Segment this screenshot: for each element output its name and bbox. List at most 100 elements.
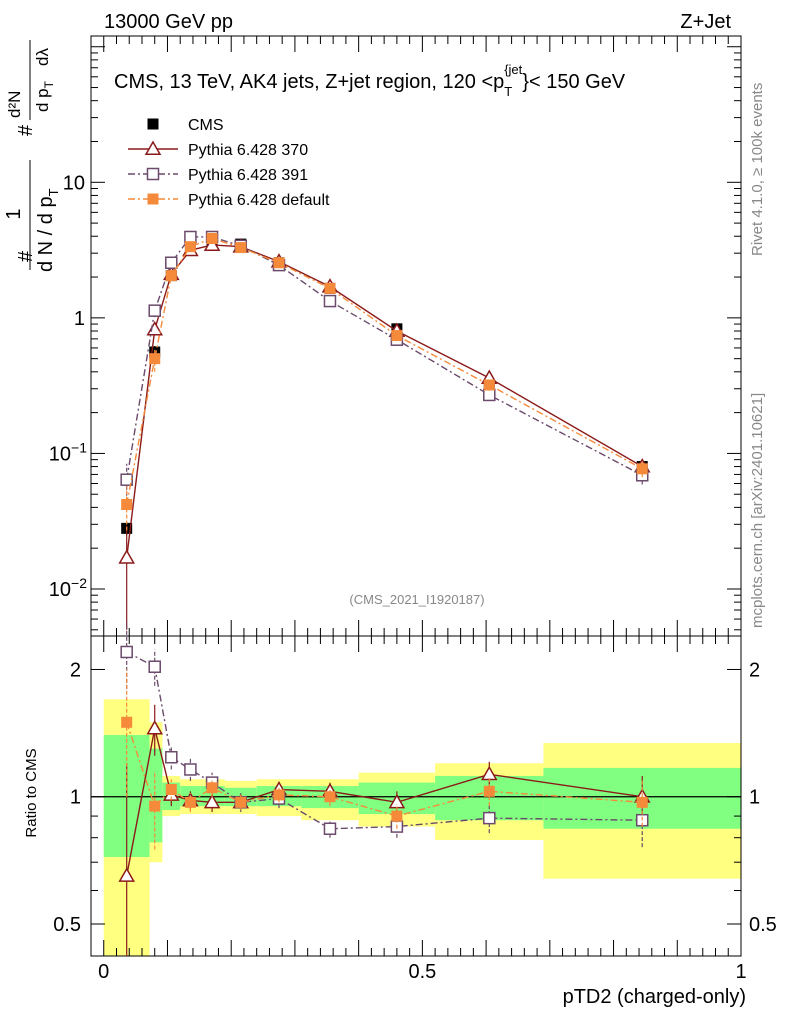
point-pdef: [483, 785, 495, 797]
legend-label-p370: Pythia 6.428 370: [188, 142, 308, 159]
ylabel-one: 1: [3, 208, 25, 219]
xtick-label: 1: [735, 961, 746, 983]
point-p391: [483, 811, 496, 825]
point-p370: [203, 793, 221, 809]
main-ytick-label: 1: [74, 308, 85, 330]
title-tail: < 150 GeV: [529, 71, 626, 93]
point-p391: [148, 304, 161, 317]
point-pdef: [636, 796, 648, 808]
legend-item-pdef: Pythia 6.428 default: [128, 192, 330, 209]
header-left: 13000 GeV pp: [104, 11, 233, 33]
main-ytick-label: 10−2: [49, 575, 87, 601]
point-p370: [146, 321, 164, 336]
legend-marker-p370: [144, 140, 162, 155]
series-p391: [120, 230, 649, 502]
point-p391: [120, 645, 133, 659]
legend-item-cms: CMS: [147, 117, 224, 134]
point-pdef: [165, 784, 177, 796]
ylabel-dp-text: d p: [33, 88, 52, 112]
title-close: }: [522, 71, 529, 93]
point-pdef: [324, 282, 336, 294]
title-sub: T: [504, 84, 512, 99]
legend-label-pdef: Pythia 6.428 default: [188, 192, 330, 209]
header-right: Z+Jet: [680, 11, 731, 33]
ylabel-d2n: d²N: [5, 91, 24, 118]
point-pdef: [206, 232, 218, 244]
series-line-p391: [125, 236, 643, 480]
series-p370: [118, 236, 651, 630]
title-main: CMS, 13 TeV, AK4 jets, Z+jet region, 120…: [114, 71, 504, 93]
mcplots-label: mcplots.cern.ch [arXiv:2401.10621]: [749, 393, 766, 628]
point-pdef: [149, 353, 161, 365]
series-cms: [121, 235, 648, 536]
axis-ticks: 10−2 10−1 1 10 0.5 0.5 1 1 2 2 0 0.5 1: [49, 36, 777, 983]
legend-marker-pdef: [147, 193, 159, 205]
rivet-label: Rivet 4.1.0, ≥ 100k events: [749, 83, 766, 256]
x-axis-label: pTD2 (charged-only): [563, 986, 746, 1008]
point-p391: [323, 822, 337, 835]
ylabel-hash-1: #: [15, 250, 37, 262]
legend: CMS Pythia 6.428 370 Pythia 6.428 391 Pythi…: [128, 117, 330, 209]
point-pdef: [273, 257, 285, 269]
ratio-series: [118, 621, 651, 956]
point-pdef: [149, 800, 161, 812]
xtick-label: 0: [98, 961, 109, 983]
point-p370: [146, 720, 164, 735]
analysis-watermark: (CMS_2021_I1920187): [349, 592, 484, 607]
ratio-frame: [90, 635, 742, 957]
series-pdef: [121, 232, 648, 531]
xtick-label: 0.5: [408, 961, 436, 983]
band-inner-1: [149, 748, 163, 843]
legend-label-p391: Pythia 6.428 391: [188, 167, 308, 184]
point-p391: [120, 473, 133, 486]
point-pdef: [391, 330, 403, 342]
legend-item-p391: Pythia 6.428 391: [128, 167, 308, 184]
ylabel-den-text: d N / d p: [35, 196, 57, 272]
ratio-ytick-label-right: 1: [749, 787, 760, 809]
point-p391: [184, 763, 197, 776]
main-ytick-label: 10−1: [49, 439, 87, 465]
point-pdef: [636, 463, 648, 475]
point-p370: [118, 867, 135, 882]
point-pdef: [391, 810, 403, 822]
point-pdef: [235, 796, 247, 808]
point-p370: [203, 236, 221, 251]
legend-marker-p391: [146, 167, 160, 181]
main-ytick-label: 10: [63, 172, 85, 194]
ylabel-hash-2: #: [15, 124, 37, 136]
ratio-ytick-label-left: 1: [70, 787, 81, 809]
point-p391: [184, 230, 197, 244]
point-pdef: [235, 242, 247, 254]
point-p391: [483, 388, 496, 402]
point-pdef: [324, 791, 336, 803]
plot-title: CMS, 13 TeV, AK4 jets, Z+jet region, 120…: [114, 62, 626, 99]
point-p391: [165, 256, 178, 269]
ratio-ytick-label-left: 2: [70, 659, 81, 681]
point-pdef: [121, 498, 133, 510]
point-pdef: [121, 716, 133, 728]
ratio-ytick-label-left: 0.5: [53, 914, 81, 936]
point-pdef: [184, 241, 196, 253]
ratio-ytick-label-right: 2: [749, 659, 760, 681]
point-pdef: [483, 379, 495, 391]
point-p370: [118, 549, 135, 564]
point-pdef: [206, 782, 218, 794]
ratio-y-label: Ratio to CMS: [23, 748, 40, 837]
legend-item-p370: Pythia 6.428 370: [128, 140, 308, 159]
series-pdef: [121, 669, 648, 850]
legend-label-cms: CMS: [188, 117, 224, 134]
title-sup: {jet: [504, 62, 522, 77]
main-series: [118, 230, 651, 630]
point-p391: [148, 660, 161, 673]
point-pdef: [184, 796, 196, 808]
legend-marker-cms: [147, 118, 159, 130]
point-p391: [323, 294, 337, 308]
ylabel-den-sub: T: [46, 188, 61, 196]
ylabel-denominator: d N / d pT: [35, 188, 61, 272]
main-y-label: # 1 d N / d pT # d²N d pT dλ: [3, 40, 61, 272]
ylabel-dp: d pT: [33, 80, 56, 112]
ylabel-dlambda: dλ: [33, 48, 52, 66]
point-pdef: [273, 789, 285, 801]
ratio-ytick-label-right: 0.5: [749, 914, 777, 936]
